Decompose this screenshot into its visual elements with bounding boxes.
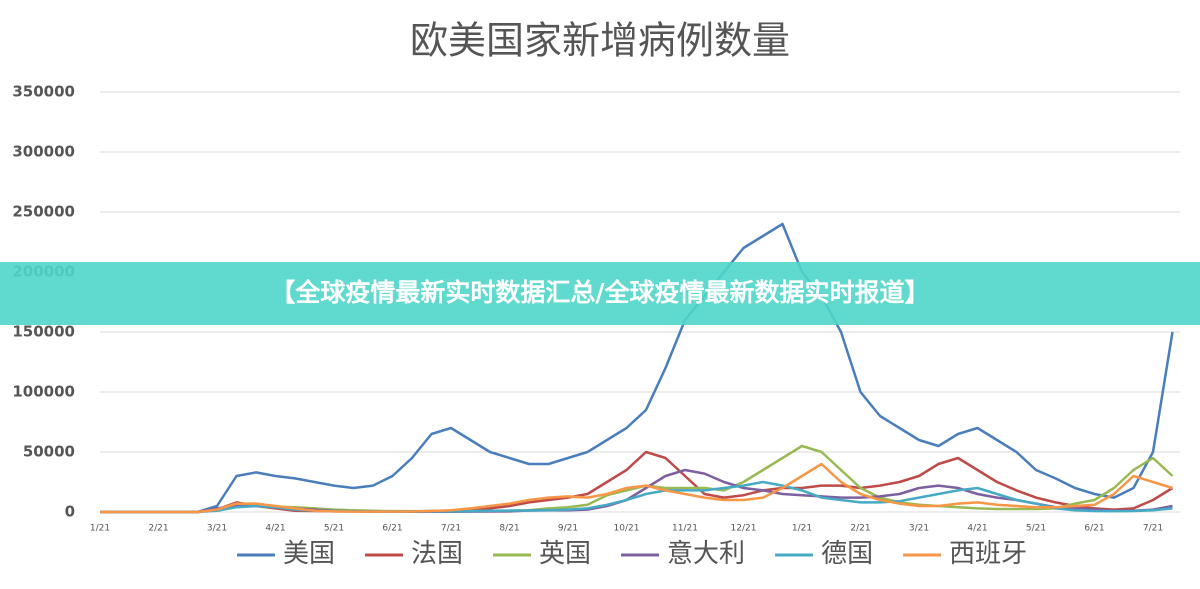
legend-label: 英国 xyxy=(539,539,591,569)
legend-label: 意大利 xyxy=(667,539,745,569)
y-tick-label: 150000 xyxy=(12,323,75,341)
y-tick-label: 100000 xyxy=(12,383,75,401)
legend-label: 西班牙 xyxy=(949,539,1027,569)
x-tick-label: 8/21 xyxy=(499,524,519,534)
series-line xyxy=(100,222,1174,514)
legend-label: 美国 xyxy=(283,539,335,569)
x-tick-label: 6/21 xyxy=(1084,524,1104,534)
y-tick-label: 250000 xyxy=(12,203,75,221)
x-tick-label: 3/21 xyxy=(207,524,227,534)
x-tick-label: 2/21 xyxy=(148,524,168,534)
legend-label: 德国 xyxy=(821,539,873,569)
chart-title: 欧美国家新增病例数量 xyxy=(410,19,790,63)
x-tick-label: 5/21 xyxy=(324,524,344,534)
series-line xyxy=(100,462,1173,514)
x-tick-label: 11/21 xyxy=(672,524,698,534)
x-tick-label: 6/21 xyxy=(382,524,402,534)
y-tick-label: 300000 xyxy=(12,143,75,161)
y-tick-label: 350000 xyxy=(12,83,75,101)
banner xyxy=(0,262,1200,325)
x-tick-label: 2/21 xyxy=(850,524,870,534)
x-tick-label: 1/21 xyxy=(90,524,110,534)
x-tick-label: 4/21 xyxy=(967,524,987,534)
x-tick-label: 9/21 xyxy=(558,524,578,534)
x-tick-label: 10/21 xyxy=(614,524,640,534)
banner-text: 【全球疫情最新实时数据汇总/全球疫情最新数据实时报道】 xyxy=(270,278,929,307)
legend-label: 法国 xyxy=(411,539,463,569)
legend: 美国 法国 英国 意大利 德国 西班牙 xyxy=(237,539,1027,569)
x-tick-label: 3/21 xyxy=(909,524,929,534)
x-tick-label: 1/21 xyxy=(792,524,812,534)
x-tick-label: 12/21 xyxy=(731,524,757,534)
x-tick-label: 4/21 xyxy=(265,524,285,534)
y-tick-label: 0 xyxy=(65,503,75,521)
x-tick-label: 5/21 xyxy=(1026,524,1046,534)
x-tick-label: 7/21 xyxy=(441,524,461,534)
x-tick-label: 7/21 xyxy=(1143,524,1163,534)
y-tick-label: 50000 xyxy=(23,443,75,461)
